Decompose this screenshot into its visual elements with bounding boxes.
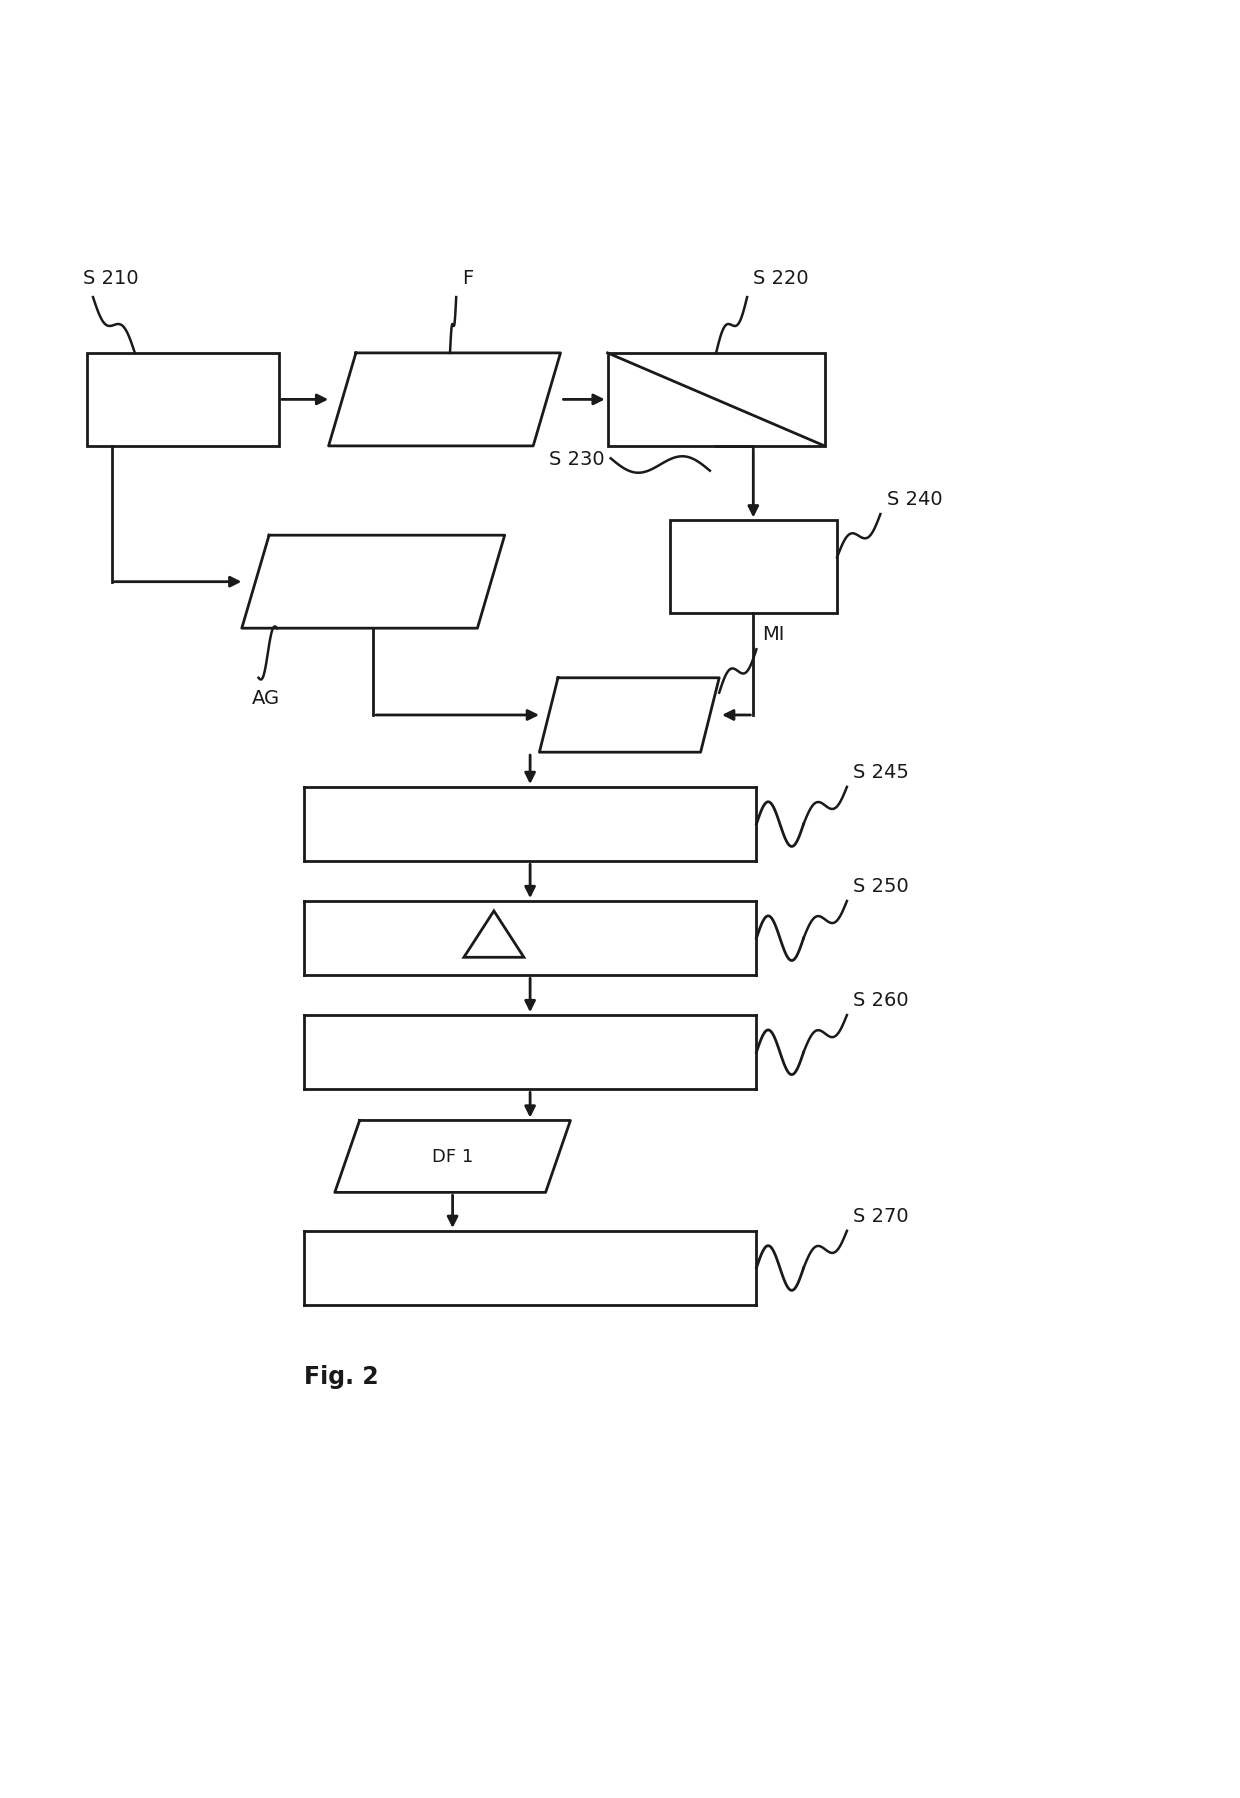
Bar [608,354,825,446]
Text: AG: AG [253,689,280,707]
Text: DF 1: DF 1 [432,1147,474,1165]
Bar [304,1016,756,1090]
Text: S 230: S 230 [549,450,605,469]
Bar [670,521,837,613]
Polygon shape [329,354,560,446]
Text: S 270: S 270 [853,1206,909,1224]
Text: S 260: S 260 [853,991,909,1009]
Text: S 220: S 220 [754,270,808,288]
Bar [304,901,756,976]
Text: S 250: S 250 [853,876,909,895]
Polygon shape [539,678,719,753]
Text: F: F [463,270,474,288]
Polygon shape [242,536,505,629]
Polygon shape [335,1120,570,1192]
Text: S 210: S 210 [83,270,139,288]
Text: S 245: S 245 [853,762,909,782]
Text: MI: MI [763,624,785,644]
Text: S 240: S 240 [887,489,942,509]
Bar [304,788,756,861]
Bar [304,1232,756,1305]
Text: Fig. 2: Fig. 2 [304,1365,378,1388]
Bar [87,354,279,446]
